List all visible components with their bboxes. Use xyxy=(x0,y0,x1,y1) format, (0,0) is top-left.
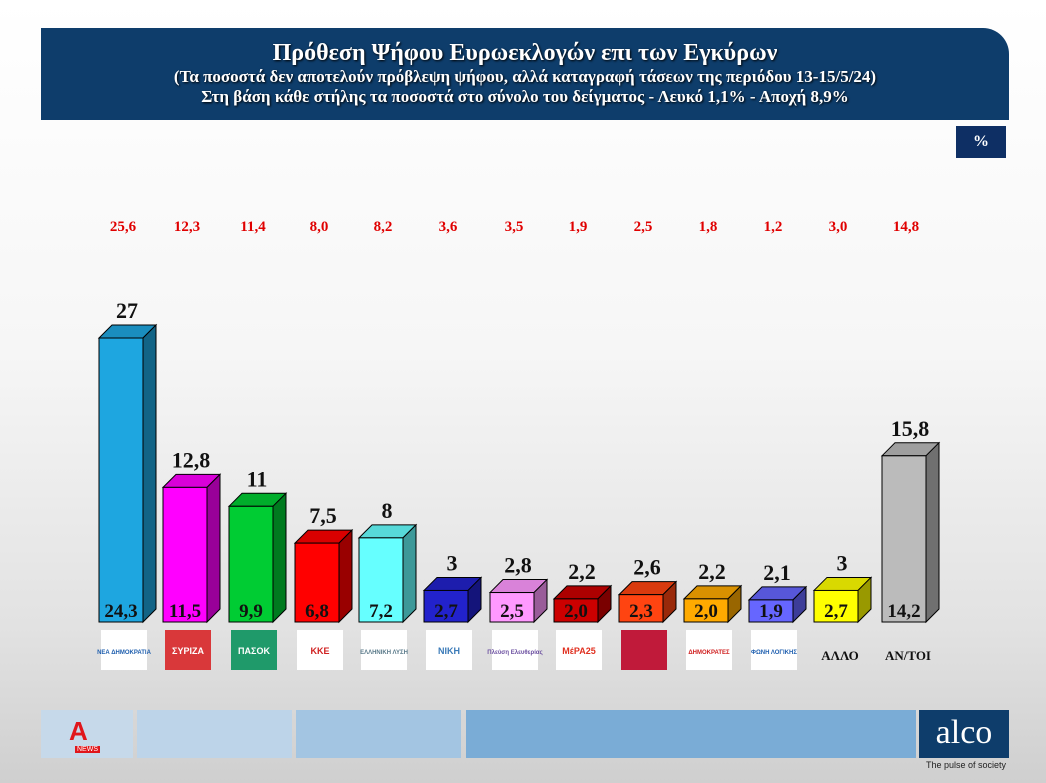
party-logo xyxy=(361,630,407,670)
chart-subtitle: (Τα ποσοστά δεν αποτελούν πρόβλεψη ψήφου… xyxy=(173,67,877,86)
valid-vote-label: 1,8 xyxy=(699,219,718,235)
alco-logo: alco xyxy=(919,710,1009,758)
bar-inner-label: 2,3 xyxy=(629,601,653,622)
bar-value-label: 27 xyxy=(116,298,138,323)
footer-stripe xyxy=(137,710,292,758)
bar-value-label: 8 xyxy=(382,498,393,523)
valid-vote-label: 12,3 xyxy=(174,219,200,235)
bar-side xyxy=(402,523,417,624)
bar-side xyxy=(925,441,940,624)
footer-stripe xyxy=(466,710,916,758)
party-logo-text: ΜέΡΑ25 xyxy=(562,646,595,656)
bar-inner-label: 2,7 xyxy=(824,601,848,622)
party-logo xyxy=(492,630,538,670)
party-logo xyxy=(556,630,602,670)
party-logo xyxy=(101,630,147,670)
party-logo xyxy=(686,630,732,670)
bar-value-label: 15,8 xyxy=(891,416,930,441)
party-logo xyxy=(231,630,277,670)
bar xyxy=(98,337,144,623)
bar-side xyxy=(142,323,157,624)
bar-value-label: 2,2 xyxy=(698,559,726,584)
bar-side xyxy=(338,528,353,624)
bar xyxy=(618,594,664,623)
footer-stripe xyxy=(296,710,461,758)
bar xyxy=(489,592,535,623)
bar xyxy=(553,598,599,623)
bar-value-label: 3 xyxy=(837,550,848,575)
bar xyxy=(162,486,208,623)
party-logo-text: ΕΛΛΗΝΙΚΗ ΛΥΣΗ xyxy=(360,650,408,656)
bar-inner-label: 2,0 xyxy=(564,601,588,622)
channel-logo: A NEWS xyxy=(41,710,133,758)
bar-inner-label: 6,8 xyxy=(305,601,329,622)
party-logo-text: ΝΕΑ ΔΗΜΟΚΡΑΤΙΑ xyxy=(97,650,151,656)
bar-inner-label: 2,0 xyxy=(694,601,718,622)
party-logo xyxy=(751,630,797,670)
party-logo xyxy=(165,630,211,670)
party-logo-text: ΔΗΜΟΚΡΑΤΕΣ xyxy=(688,650,730,656)
valid-vote-label: 25,6 xyxy=(110,219,137,235)
valid-vote-label: 3,5 xyxy=(505,219,524,235)
valid-vote-label: 1,9 xyxy=(569,219,588,235)
bar xyxy=(813,589,859,623)
chart-title: Πρόθεση Ψήφου Ευρωεκλογών επι των Εγκύρω… xyxy=(272,40,778,66)
category-label: ΑΛΛΟ xyxy=(821,648,858,663)
party-logo-text: ΦΩΝΗ ΛΟΓΙΚΗΣ xyxy=(751,650,797,656)
chart-note: Στη βάση κάθε στήλης τα ποσοστά στο σύνο… xyxy=(201,87,849,106)
bar-value-label: 2,1 xyxy=(763,560,791,585)
bar-value-label: 7,5 xyxy=(309,503,337,528)
party-logo xyxy=(426,630,472,670)
bar-value-label: 11 xyxy=(247,466,268,491)
party-logo-text: ΣΥΡΙΖΑ xyxy=(172,646,204,656)
valid-vote-label: 8,0 xyxy=(310,219,329,235)
title-banner: Πρόθεση Ψήφου Ευρωεκλογών επι των Εγκύρω… xyxy=(41,28,1009,120)
bar xyxy=(881,455,927,623)
valid-vote-label: 11,4 xyxy=(240,219,266,235)
category-label: ΑΝ/ΤΟΙ xyxy=(885,648,931,663)
bar-value-label: 3 xyxy=(447,550,458,575)
bar-value-label: 2,6 xyxy=(633,555,661,580)
bar-inner-label: 24,3 xyxy=(104,601,137,622)
party-logo-text: ΚΚΕ xyxy=(310,646,329,656)
valid-vote-label: 2,5 xyxy=(634,219,653,235)
valid-vote-label: 3,6 xyxy=(439,219,458,235)
valid-vote-label: 8,2 xyxy=(374,219,393,235)
valid-vote-label: 1,2 xyxy=(764,219,783,235)
party-logo xyxy=(621,630,667,670)
valid-vote-label: 14,8 xyxy=(893,219,919,235)
bar xyxy=(358,537,404,623)
bar-inner-label: 2,7 xyxy=(434,601,458,622)
bar-side xyxy=(206,473,221,624)
unit-badge: % xyxy=(956,126,1006,158)
bar-inner-label: 9,9 xyxy=(239,601,263,622)
bar-inner-label: 2,5 xyxy=(500,601,524,622)
party-logo xyxy=(297,630,343,670)
bar-value-label: 12,8 xyxy=(172,447,211,472)
party-logo-text: Πλεύση Ελευθερίας xyxy=(487,650,542,656)
bar-side xyxy=(272,492,287,624)
bar xyxy=(748,599,794,623)
party-logo-text: ΝΙΚΗ xyxy=(438,646,460,656)
bar-inner-label: 1,9 xyxy=(759,601,783,622)
valid-vote-label: 3,0 xyxy=(829,219,848,235)
bar-inner-label: 7,2 xyxy=(369,601,393,622)
bar-inner-label: 14,2 xyxy=(887,601,920,622)
bar xyxy=(423,589,469,623)
bar xyxy=(294,542,340,623)
alco-tagline: The pulse of society xyxy=(926,760,1007,770)
bar-inner-label: 11,5 xyxy=(169,601,201,622)
bar-value-label: 2,8 xyxy=(504,553,532,578)
bar xyxy=(683,598,729,623)
party-logo-text: ΠΑΣΟΚ xyxy=(238,646,270,656)
bar xyxy=(228,505,274,623)
bar-value-label: 2,2 xyxy=(568,559,596,584)
